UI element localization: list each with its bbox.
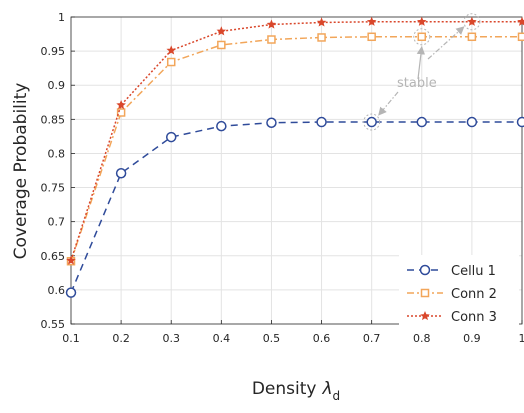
data-point-conn-2 <box>166 57 176 67</box>
data-point-conn-2 <box>417 32 427 42</box>
data-point-conn-3 <box>116 99 126 110</box>
x-axis-ticks: 0.1 0.2 0.3 0.4 0.5 0.6 0.7 0.8 0.9 1 <box>62 320 524 345</box>
x-axis-title: Density λd <box>252 379 340 403</box>
y-tick-label: 0.85 <box>41 113 66 126</box>
x-tick-label: 0.3 <box>162 332 180 345</box>
data-point-conn-3 <box>266 19 277 29</box>
legend-item-conn-2: Conn 2 <box>407 287 497 302</box>
y-tick-label: 0.75 <box>41 182 66 195</box>
data-point-conn-3 <box>316 17 327 27</box>
y-tick-label: 0.9 <box>48 79 66 92</box>
x-tick-label: 0.2 <box>112 332 130 345</box>
y-tick-label: 0.7 <box>48 216 66 229</box>
legend-marker-conn-3 <box>420 310 430 321</box>
data-point-cellu-1 <box>316 116 327 128</box>
y-tick-label: 0.95 <box>41 45 66 58</box>
data-point-conn-2 <box>317 33 326 42</box>
series-layer <box>65 16 524 298</box>
annotation-stable-text: stable <box>397 76 437 91</box>
data-point-cellu-1 <box>165 131 177 143</box>
data-point-conn-2 <box>467 32 477 42</box>
data-point-conn-2 <box>367 32 376 42</box>
annotation-highlight-circle <box>463 13 481 31</box>
legend-label-conn-3: Conn 3 <box>451 310 497 325</box>
y-tick-label: 0.6 <box>48 284 66 297</box>
data-point-cellu-1 <box>216 120 227 132</box>
data-point-conn-2 <box>116 108 126 117</box>
x-tick-label: 0.6 <box>313 332 331 345</box>
y-axis-title: Coverage Probability <box>11 83 31 260</box>
data-point-cellu-1 <box>115 167 127 179</box>
legend-marker-conn-2 <box>420 288 430 298</box>
data-point-conn-3 <box>467 16 477 26</box>
data-point-conn-3 <box>216 26 227 36</box>
annotation-arrow <box>378 91 399 116</box>
x-axis-label-subscript: d <box>333 389 341 403</box>
stable-annotation: stable <box>363 13 481 131</box>
x-tick-label: 0.7 <box>363 332 381 345</box>
legend-marker-cellu-1 <box>419 264 431 276</box>
legend-label-conn-2: Conn 2 <box>451 287 497 302</box>
x-axis-label-symbol: λ <box>321 379 332 399</box>
y-tick-label: 0.8 <box>48 147 66 160</box>
y-tick-label: 1 <box>58 11 65 24</box>
x-tick-label: 0.8 <box>413 332 431 345</box>
series-line-cellu-1 <box>70 121 522 293</box>
annotation-arrow <box>416 45 426 80</box>
legend-label-cellu-1: Cellu 1 <box>451 264 496 279</box>
data-point-conn-2 <box>267 35 276 44</box>
series-cellu-1 <box>65 116 524 298</box>
data-point-conn-3 <box>416 16 427 26</box>
grid-lines <box>71 17 522 324</box>
data-point-conn-3 <box>66 255 76 265</box>
data-point-conn-3 <box>166 45 177 55</box>
series-line-conn-2 <box>70 36 522 262</box>
annotation-highlight-circle <box>363 113 381 131</box>
data-point-cellu-1 <box>516 116 524 128</box>
series-conn-2 <box>66 32 524 266</box>
y-axis-ticks: 0.55 0.6 0.65 0.7 0.75 0.8 0.85 0.9 0.95 1 <box>41 11 75 331</box>
annotation-highlight-circle <box>413 28 431 46</box>
data-point-conn-3 <box>366 16 377 26</box>
x-tick-label: 0.5 <box>263 332 281 345</box>
x-tick-label: 0.9 <box>463 332 481 345</box>
series-line-conn-3 <box>70 21 522 261</box>
plot-frame <box>70 16 523 325</box>
data-point-cellu-1 <box>65 287 77 298</box>
x-tick-label: 1 <box>519 332 524 345</box>
x-tick-label: 0.1 <box>62 332 80 345</box>
x-axis-label-text: Density <box>252 379 317 399</box>
annotation-arrow <box>427 26 465 60</box>
data-point-cellu-1 <box>266 117 277 128</box>
legend-item-cellu-1: Cellu 1 <box>407 264 496 279</box>
legend-item-conn-3: Conn 3 <box>407 310 497 325</box>
series-conn-3 <box>66 16 524 265</box>
data-point-cellu-1 <box>366 116 377 128</box>
data-point-cellu-1 <box>416 116 428 128</box>
y-tick-label: 0.65 <box>41 250 66 263</box>
y-tick-label: 0.55 <box>41 318 66 331</box>
data-point-conn-3 <box>517 16 524 26</box>
data-point-cellu-1 <box>466 116 478 128</box>
legend: Cellu 1 Conn 2 Conn 3 <box>399 255 519 329</box>
data-point-conn-2 <box>217 40 226 50</box>
data-point-conn-2 <box>517 32 524 42</box>
x-tick-label: 0.4 <box>213 332 231 345</box>
